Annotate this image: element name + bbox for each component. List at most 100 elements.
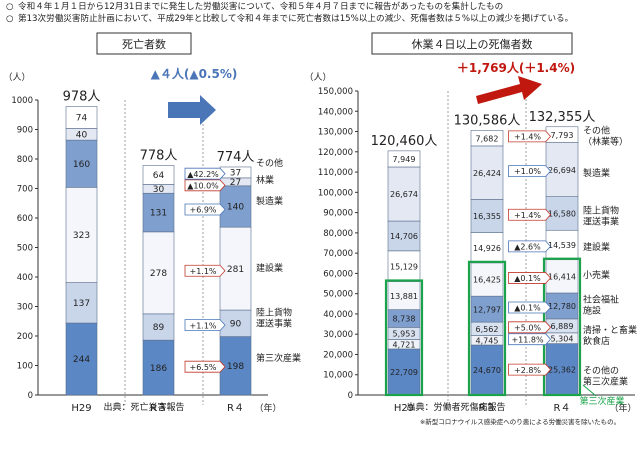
- category-label: R４: [227, 403, 244, 414]
- x-axis-label: （年）: [254, 402, 281, 414]
- bar-value-label: 5,953: [393, 330, 416, 339]
- change-badge-label: +5.0%: [514, 323, 541, 332]
- bar-value-label: 14,539: [548, 241, 576, 250]
- bar-value-label: 140: [227, 203, 244, 213]
- change-badge-arrow: [508, 321, 552, 334]
- bar-segment: [545, 196, 579, 231]
- bar-segment: [470, 262, 504, 297]
- bar-value-label: 24,670: [473, 366, 501, 375]
- change-badge-label: +1.1%: [189, 321, 216, 330]
- bar-segment: [142, 339, 175, 396]
- y-tick-label: 100,000: [318, 188, 353, 198]
- bar-value-label: 6,889: [551, 322, 574, 331]
- change-badge-label: ▲42.2%: [187, 170, 219, 179]
- change-badge-arrow: [508, 130, 552, 143]
- bar-value-label: 198: [227, 362, 244, 372]
- change-badge-arrow: [184, 167, 226, 180]
- change-badge-label: ▲10.0%: [187, 181, 219, 190]
- bar-value-label: 160: [73, 160, 90, 170]
- legend-label: 運送事業: [256, 318, 292, 330]
- bar-segment: [387, 150, 421, 168]
- legend-label: 小売業: [583, 269, 610, 281]
- bar-value-label: 90: [230, 320, 242, 330]
- bar-value-label: 26,694: [548, 166, 576, 175]
- bar-value-label: 323: [73, 231, 90, 241]
- chart-title-box: [371, 32, 573, 55]
- bar-value-label: 131: [150, 209, 167, 219]
- bar-value-label: 12,797: [473, 305, 501, 314]
- bar-value-label: 4,721: [393, 340, 416, 349]
- bar-value-label: 278: [150, 269, 167, 279]
- bar-value-label: 5,304: [551, 334, 574, 343]
- y-tick-label: 30,000: [323, 330, 353, 340]
- y-tick-label: 600: [17, 214, 33, 224]
- y-tick-label: 20,000: [323, 350, 353, 360]
- bar-value-label: 30: [153, 185, 165, 195]
- bar-value-label: 16,425: [473, 276, 501, 285]
- category-label: R３: [479, 403, 496, 414]
- bar-segment: [387, 220, 421, 252]
- legend-label: 清掃・と畜業: [583, 324, 637, 336]
- bar-value-label: 8,738: [393, 315, 416, 324]
- bar-total-label: 132,355人: [529, 110, 596, 125]
- bar-segment: [219, 226, 252, 311]
- change-badge-label: +1.4%: [514, 211, 541, 220]
- total-change-label: ▲４人(▲0.5%): [151, 66, 238, 81]
- legend-label: 製造業: [583, 167, 610, 179]
- legend-label: その他: [256, 157, 283, 169]
- bar-segment: [142, 192, 175, 233]
- bar-value-label: 186: [150, 364, 167, 374]
- note-2-bullet: ○: [6, 13, 14, 24]
- bar-value-label: 64: [153, 171, 165, 181]
- legend-label: 陸上貨物: [256, 307, 292, 319]
- trend-arrow: [168, 95, 216, 125]
- change-badge-label: +11.8%: [511, 335, 544, 344]
- change-badge-label: ▲0.1%: [514, 274, 541, 283]
- y-tick-label: 50,000: [323, 290, 353, 300]
- change-badge-arrow: [184, 319, 226, 332]
- note-1-bullet: ○: [6, 2, 14, 12]
- y-tick-label: 800: [17, 155, 33, 165]
- chart-title: 死亡者数: [122, 37, 166, 51]
- legend-label: 第三次産業: [256, 352, 301, 364]
- bar-value-label: 37: [230, 169, 241, 179]
- bar-total-label: 130,586人: [454, 113, 521, 128]
- bar-value-label: 137: [73, 299, 90, 309]
- legend-label: 飲食店: [583, 335, 610, 347]
- bar-value-label: 74: [76, 114, 88, 124]
- y-tick-label: 100: [17, 362, 33, 372]
- bar-value-label: 40: [76, 130, 88, 140]
- tertiary-group-leader: [582, 384, 597, 397]
- note-1-text: 令和４年１月１日から12月31日までに発生した労働災害について、令和５年４月７日…: [18, 2, 504, 12]
- trend-arrow: [476, 76, 542, 104]
- change-badge-arrow: [184, 360, 226, 373]
- change-badge-arrow: [508, 208, 552, 221]
- change-badge-arrow: [508, 165, 552, 178]
- change-badge-label: +1.4%: [514, 132, 541, 141]
- bar-value-label: 26,674: [390, 190, 418, 199]
- change-badge-arrow: [184, 203, 226, 216]
- source-label: 出典：死亡災害報告: [103, 401, 184, 413]
- legend-label: 製造業: [256, 195, 283, 207]
- bar-value-label: 14,706: [390, 232, 418, 241]
- y-tick-label: 150,000: [318, 87, 353, 97]
- change-badge-arrow: [508, 240, 552, 253]
- y-tick-label: 140,000: [318, 107, 353, 117]
- notes-block: ○ 令和４年１月１日から12月31日までに発生した労働災害について、令和５年４月…: [6, 2, 636, 25]
- bar-total-label: 978人: [63, 89, 101, 104]
- bar-segment: [545, 229, 579, 261]
- y-tick-label: 200: [17, 332, 33, 342]
- bar-value-label: 6,562: [476, 325, 499, 334]
- bar-segment: [219, 185, 252, 228]
- bar-total-label: 774人: [217, 150, 255, 165]
- change-badge-arrow: [184, 179, 226, 192]
- y-tick-label: 70,000: [323, 249, 353, 259]
- change-badge-arrow: [508, 301, 552, 314]
- change-badge-label: ▲2.6%: [514, 242, 541, 251]
- bar-segment: [219, 309, 252, 337]
- bar-value-label: 89: [153, 323, 165, 333]
- tertiary-group-label: 第三次産業: [579, 395, 624, 407]
- y-tick-label: 10,000: [323, 371, 353, 381]
- category-label: H29: [71, 403, 91, 414]
